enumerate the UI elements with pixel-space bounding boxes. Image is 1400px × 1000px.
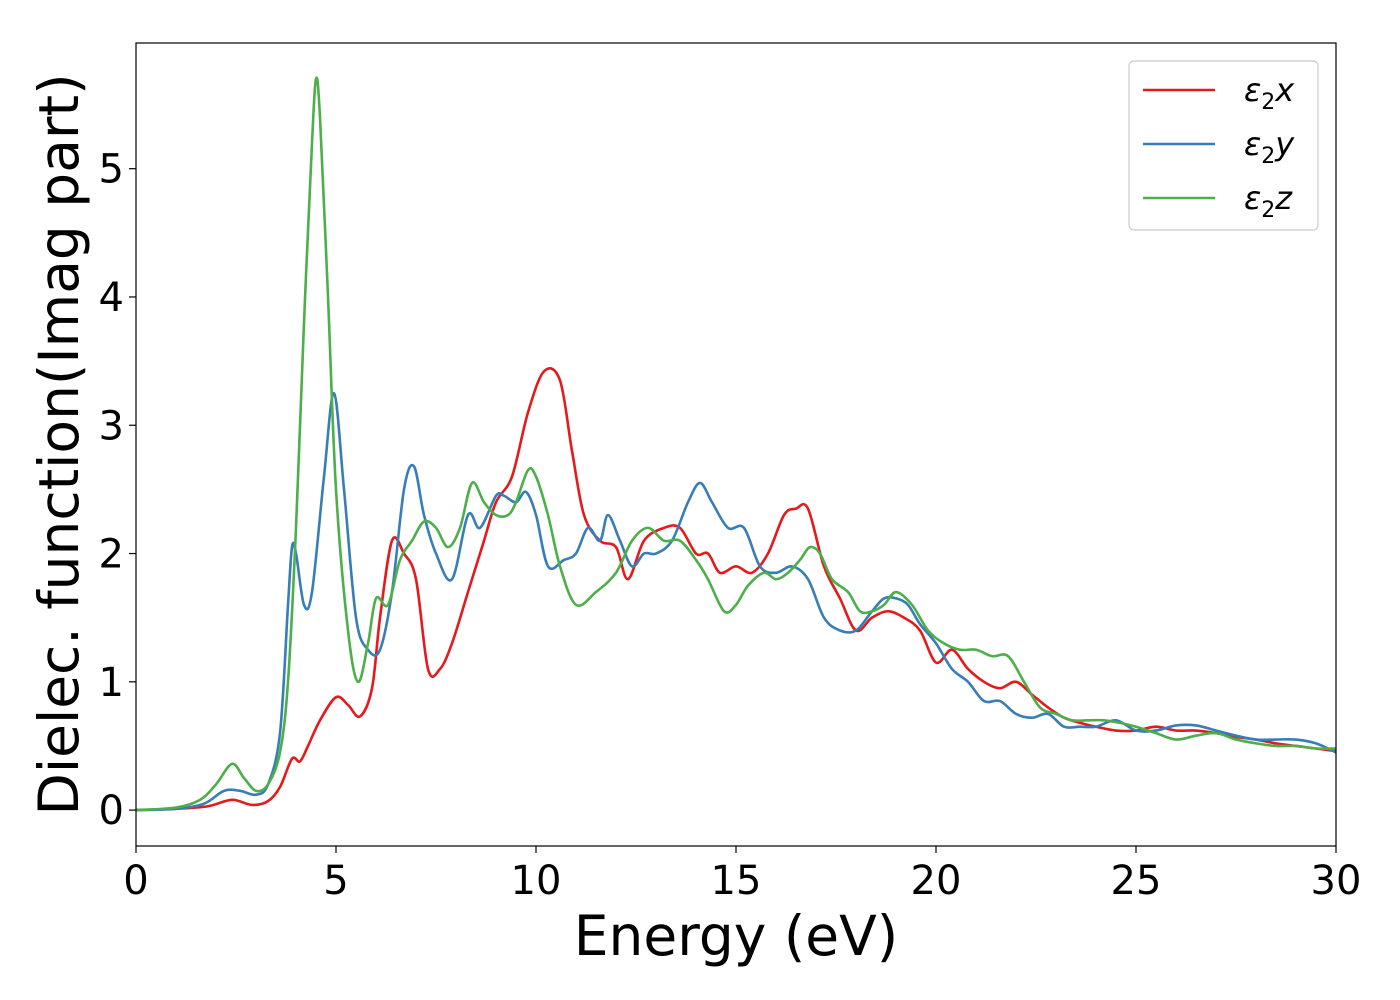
legend-variable: x	[1274, 71, 1295, 109]
y-tick-label: 5	[99, 147, 124, 193]
legend-subscript: 2	[1261, 90, 1275, 115]
series-line-y	[136, 391, 1336, 812]
series-line-z	[136, 76, 1336, 812]
y-tick-label: 0	[99, 788, 124, 834]
x-tick-label: 20	[911, 858, 962, 904]
series-line-x	[136, 367, 1336, 812]
x-tick-label: 5	[323, 858, 348, 904]
legend-entry-x: ε2x	[1244, 71, 1295, 115]
x-axis-label: Energy (eV)	[574, 904, 898, 968]
x-tick-label: 15	[711, 858, 762, 904]
legend-box	[1128, 60, 1319, 231]
x-tick-label: 25	[1111, 858, 1162, 904]
legend-symbol: ε	[1244, 71, 1261, 109]
legend-entry-z: ε2z	[1244, 179, 1293, 223]
legend-subscript: 2	[1261, 198, 1275, 223]
x-tick-label: 10	[511, 858, 562, 904]
y-tick-label: 1	[99, 660, 124, 706]
y-tick-label: 3	[99, 403, 124, 449]
y-axis-label: Dielec. function(Imag part)	[27, 73, 91, 815]
y-axis: 0 1 2 3 4 5	[99, 147, 136, 834]
legend-subscript: 2	[1261, 144, 1275, 169]
legend-variable: y	[1274, 125, 1295, 163]
legend-variable: z	[1274, 179, 1293, 217]
plot-lines	[136, 76, 1336, 812]
legend-entry-y: ε2y	[1244, 125, 1295, 169]
legend-symbol: ε	[1244, 179, 1261, 217]
y-tick-label: 2	[99, 532, 124, 578]
x-tick-label: 0	[123, 858, 148, 904]
x-axis: 0 5 10 15 20 25 30	[123, 846, 1361, 904]
legend-symbol: ε	[1244, 125, 1261, 163]
y-tick-label: 4	[99, 275, 124, 321]
x-tick-label: 30	[1311, 858, 1362, 904]
